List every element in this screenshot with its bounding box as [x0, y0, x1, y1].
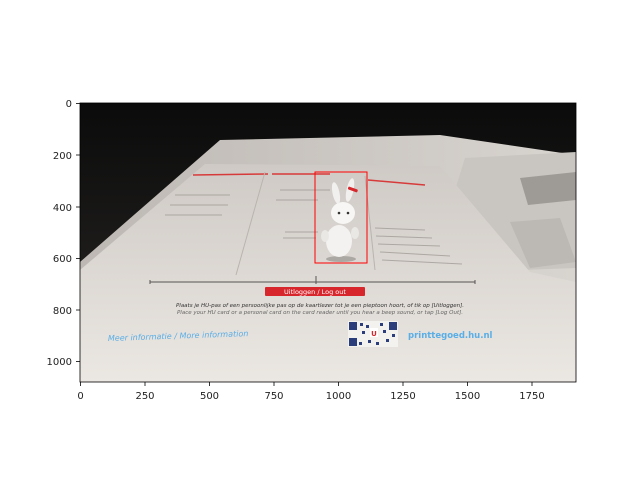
x-tick-label: 750 [264, 391, 283, 402]
x-tick-label: 1500 [455, 391, 480, 402]
y-tick-label: 200 [53, 151, 72, 162]
rabbit-figurine [321, 178, 359, 262]
y-tick-label: 800 [53, 306, 72, 317]
instruction-dutch: Plaats je HU-pas of een persoonlijke pas… [176, 303, 464, 309]
photo: Uitloggen / Log out Plaats je HU-pas of … [80, 103, 576, 382]
x-tick-label: 500 [200, 391, 219, 402]
logout-banner-label: Uitloggen / Log out [284, 288, 346, 296]
x-tick-label: 250 [135, 391, 154, 402]
instruction-sheet [80, 164, 576, 382]
x-tick-label: 1250 [390, 391, 415, 402]
x-axis: 0 250 500 750 1000 1250 1500 1750 [77, 382, 545, 402]
printer-panel [510, 218, 576, 268]
website-text: printtegoed.hu.nl [408, 331, 493, 341]
logout-banner [265, 287, 365, 296]
qr-code: U [348, 321, 398, 347]
y-tick-label: 0 [66, 99, 72, 110]
y-tick-label: 600 [53, 254, 72, 265]
y-axis: 0 200 400 600 800 1000 [47, 99, 80, 368]
printer-tray-slot [520, 172, 576, 205]
x-tick-label: 1000 [326, 391, 351, 402]
y-tick-label: 400 [53, 203, 72, 214]
instruction-english: Place your HU card or a personal card on… [177, 310, 463, 316]
x-tick-label: 0 [77, 391, 83, 402]
axes-frame [79, 102, 577, 383]
y-tick-label: 1000 [47, 357, 72, 368]
bounding-box [314, 171, 368, 264]
x-tick-label: 1750 [519, 391, 544, 402]
qr-logo-letter: U [371, 330, 377, 338]
